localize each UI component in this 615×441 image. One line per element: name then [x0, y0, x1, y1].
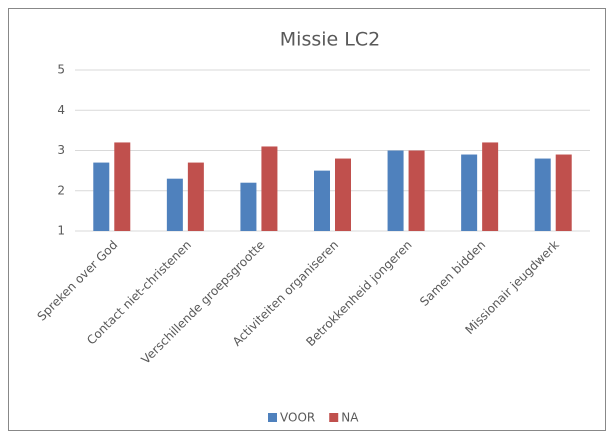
- y-tick-label: 4: [57, 103, 65, 117]
- bar: [482, 142, 499, 231]
- y-tick-label: 5: [57, 63, 65, 77]
- chart-title: Missie LC2: [280, 29, 380, 51]
- bar: [408, 150, 425, 231]
- bar: [335, 158, 351, 231]
- legend-label: VOOR: [280, 411, 315, 425]
- y-tick-label: 2: [57, 183, 65, 197]
- bar: [166, 178, 183, 231]
- y-tick-label: 1: [57, 224, 65, 238]
- y-tick-label: 3: [57, 143, 65, 157]
- legend-swatch: [329, 413, 339, 422]
- bar: [534, 158, 551, 231]
- bar: [114, 142, 131, 231]
- bar: [93, 162, 110, 231]
- bar: [261, 146, 278, 231]
- bar: [240, 182, 257, 231]
- bar: [387, 150, 404, 231]
- legend-swatch: [268, 413, 277, 422]
- bar: [461, 154, 478, 231]
- bar: [314, 170, 330, 231]
- legend-label: NA: [341, 411, 359, 425]
- bar: [555, 154, 572, 231]
- bar: [187, 162, 204, 231]
